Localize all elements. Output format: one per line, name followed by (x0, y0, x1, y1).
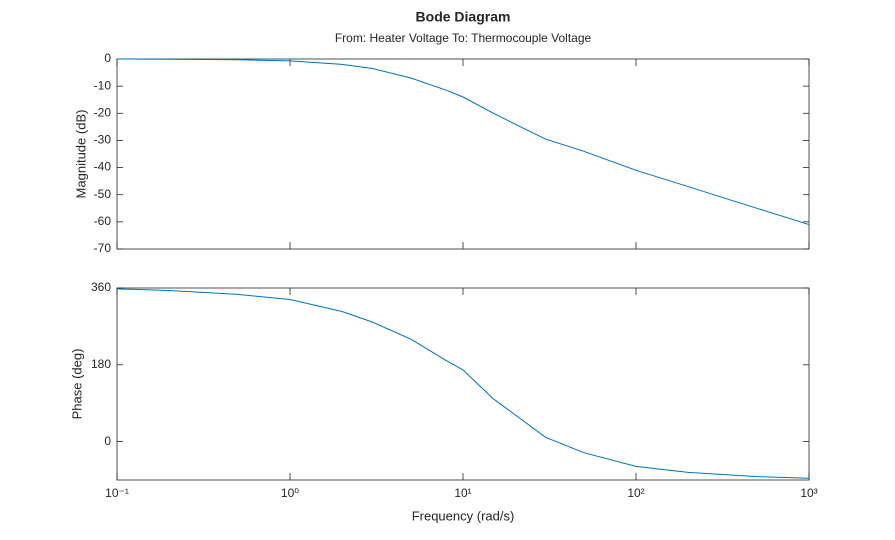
x-tick-label: 10⁰ (281, 486, 299, 500)
y-tick-label: -10 (94, 78, 112, 92)
y-tick-label: 360 (91, 280, 111, 294)
y-axis-label: Magnitude (dB) (73, 110, 88, 199)
y-tick-label: 0 (104, 51, 111, 65)
data-line (116, 288, 810, 479)
y-tick-label: -50 (94, 187, 112, 201)
y-tick-label: -20 (94, 105, 112, 119)
y-tick-label: -30 (94, 133, 112, 147)
x-tick-label: 10² (627, 486, 644, 500)
y-tick-label: -60 (94, 214, 112, 228)
chart-subtitle: From: Heater Voltage To: Thermocouple Vo… (335, 31, 592, 45)
x-axis-label: Frequency (rad/s) (412, 508, 515, 523)
x-tick-label: 10¹ (454, 486, 471, 500)
x-tick-label: 10³ (800, 486, 817, 500)
y-tick-label: -70 (94, 241, 112, 255)
y-tick-label: 180 (91, 357, 111, 371)
chart-title: Bode Diagram (416, 9, 511, 25)
plot-frame (116, 287, 810, 481)
y-axis-label: Phase (deg) (69, 349, 84, 420)
y-tick-label: 0 (104, 434, 111, 448)
x-tick-label: 10⁻¹ (105, 486, 129, 500)
y-tick-label: -40 (94, 160, 112, 174)
plot-frame (116, 58, 810, 250)
data-line (116, 58, 810, 226)
